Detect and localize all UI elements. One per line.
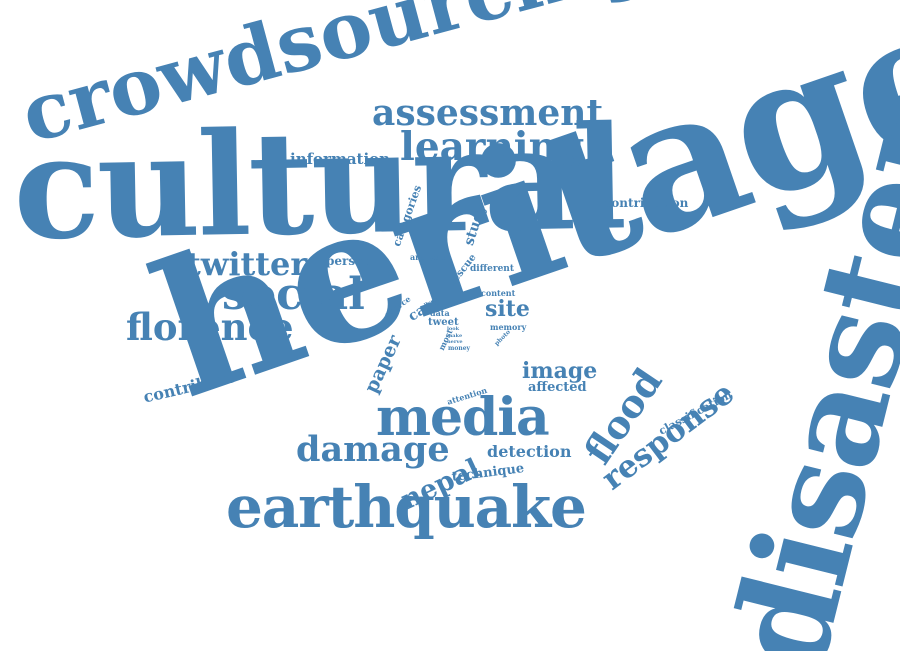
word-image: image xyxy=(522,360,597,382)
word-person: person xyxy=(326,255,372,267)
word-detection: detection xyxy=(487,444,571,460)
word-site: site xyxy=(485,298,530,320)
word-learning: learning xyxy=(400,128,584,167)
word-twitter: twitter xyxy=(186,248,307,280)
word-damage: damage xyxy=(296,432,450,467)
word-data: data xyxy=(430,309,450,317)
word-affected: affected xyxy=(528,381,587,394)
word-florence: florence xyxy=(126,309,294,346)
word-nerve: nerve xyxy=(447,340,463,345)
word-information: information xyxy=(290,152,390,167)
word-money: money xyxy=(448,346,470,352)
word-different: different xyxy=(470,265,514,274)
word-analysis: analysis xyxy=(410,253,446,261)
word-content: content xyxy=(481,289,515,297)
word-contribution: contribution xyxy=(604,197,688,209)
word-look: look xyxy=(447,327,459,332)
